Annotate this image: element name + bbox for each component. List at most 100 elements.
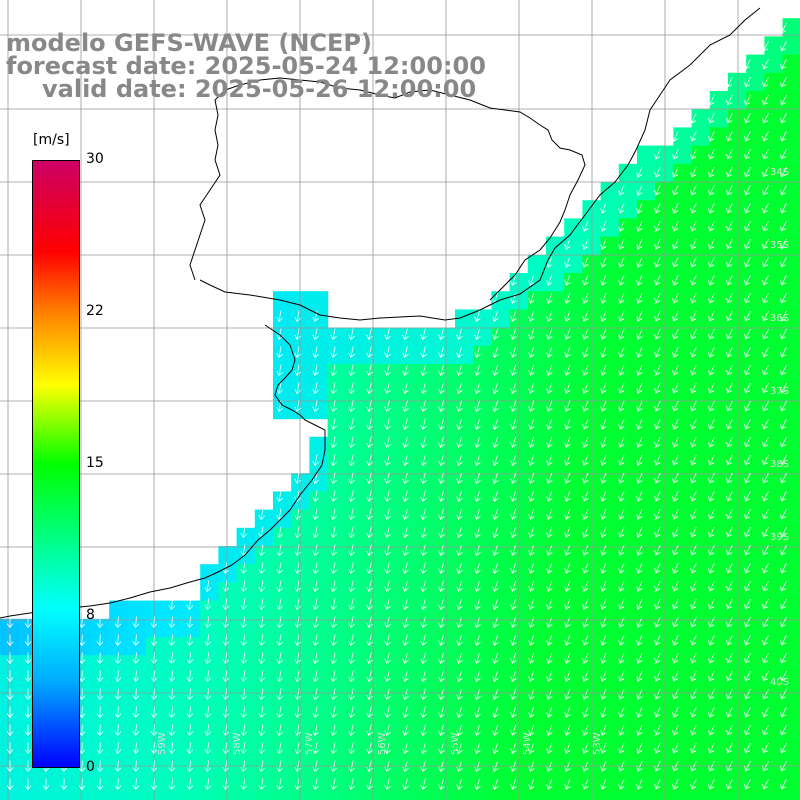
wind-arrow bbox=[780, 724, 787, 736]
wind-arrow bbox=[636, 238, 643, 250]
wind-arrow bbox=[690, 274, 697, 286]
wind-arrow bbox=[726, 400, 733, 412]
wind-arrow bbox=[312, 364, 319, 377]
wind-arrow bbox=[690, 148, 697, 160]
wind-arrow bbox=[582, 778, 589, 790]
wind-arrow bbox=[456, 328, 463, 340]
wind-cell bbox=[764, 491, 784, 511]
wind-arrow bbox=[6, 688, 14, 701]
wind-arrow bbox=[582, 382, 589, 394]
wind-cell bbox=[746, 72, 765, 92]
wind-cell bbox=[691, 691, 711, 711]
wind-cell bbox=[345, 691, 365, 711]
wind-arrow bbox=[744, 724, 751, 736]
wind-arrow bbox=[312, 508, 319, 521]
wind-cell bbox=[418, 764, 438, 784]
wind-arrow bbox=[708, 202, 715, 214]
wind-cell bbox=[455, 709, 474, 729]
wind-cell bbox=[728, 382, 747, 401]
wind-arrow bbox=[582, 724, 589, 736]
wind-cell bbox=[418, 564, 438, 583]
wind-arrow bbox=[276, 544, 283, 557]
wind-arrow bbox=[600, 364, 607, 376]
wind-cell bbox=[600, 655, 620, 674]
wind-cell bbox=[746, 782, 765, 800]
wind-cell bbox=[709, 400, 729, 420]
wind-cell bbox=[728, 455, 747, 474]
wind-cell bbox=[345, 400, 365, 420]
wind-cell bbox=[0, 655, 19, 674]
wind-cell bbox=[418, 728, 438, 747]
wind-cell bbox=[527, 527, 547, 547]
wind-arrow bbox=[204, 724, 212, 737]
wind-arrow bbox=[690, 166, 697, 178]
wind-arrow bbox=[294, 598, 301, 611]
wind-arrow bbox=[708, 148, 715, 160]
wind-arrow bbox=[726, 382, 733, 394]
wind-cell bbox=[600, 436, 620, 456]
longitude-label: 57W bbox=[304, 732, 315, 755]
wind-cell bbox=[473, 345, 492, 365]
wind-arrow bbox=[456, 598, 463, 610]
wind-arrow bbox=[348, 562, 355, 575]
wind-arrow bbox=[438, 382, 445, 394]
wind-cell bbox=[691, 600, 711, 620]
wind-arrow bbox=[690, 616, 697, 628]
wind-arrow bbox=[510, 274, 517, 286]
wind-arrow bbox=[6, 760, 14, 773]
wind-arrow bbox=[240, 742, 247, 755]
wind-cell bbox=[564, 564, 583, 583]
wind-cell bbox=[145, 600, 165, 620]
wind-arrow bbox=[402, 778, 409, 790]
wind-cell bbox=[327, 418, 347, 438]
wind-cell bbox=[673, 254, 693, 274]
wind-arrow bbox=[150, 760, 158, 773]
wind-cell bbox=[673, 691, 693, 711]
wind-arrow bbox=[384, 760, 391, 772]
wind-cell bbox=[618, 546, 638, 565]
wind-arrow bbox=[780, 130, 787, 142]
wind-arrow bbox=[384, 688, 391, 700]
wind-cell bbox=[600, 382, 620, 401]
wind-cell bbox=[637, 691, 656, 711]
wind-cell bbox=[691, 655, 711, 674]
wind-arrow bbox=[636, 778, 643, 790]
wind-arrow bbox=[420, 634, 427, 646]
wind-arrow bbox=[546, 382, 553, 394]
wind-cell bbox=[764, 618, 784, 638]
wind-arrow bbox=[510, 526, 517, 538]
wind-arrow bbox=[672, 166, 679, 178]
wind-cell bbox=[728, 582, 747, 602]
coastline-uruguay bbox=[199, 7, 761, 321]
wind-arrow bbox=[780, 112, 787, 124]
wind-cell bbox=[728, 145, 747, 165]
wind-cell bbox=[418, 600, 438, 620]
wind-arrow bbox=[132, 616, 140, 629]
wind-cell bbox=[309, 364, 329, 383]
wind-arrow bbox=[708, 238, 715, 250]
wind-arrow bbox=[618, 346, 625, 358]
wind-arrow bbox=[600, 472, 607, 484]
wind-arrow bbox=[582, 256, 589, 268]
wind-cell bbox=[673, 782, 693, 800]
wind-arrow bbox=[528, 526, 535, 538]
wind-arrow bbox=[762, 598, 769, 610]
wind-arrow bbox=[600, 508, 607, 520]
wind-cell bbox=[782, 218, 800, 238]
wind-cell bbox=[382, 382, 401, 401]
wind-arrow bbox=[600, 292, 607, 304]
wind-cell bbox=[746, 527, 765, 547]
wind-arrow bbox=[672, 742, 679, 754]
wind-arrow bbox=[546, 706, 553, 718]
wind-arrow bbox=[672, 328, 679, 340]
wind-cell bbox=[637, 273, 656, 292]
wind-arrow bbox=[348, 490, 355, 503]
wind-arrow bbox=[636, 310, 643, 322]
wind-cell bbox=[309, 527, 329, 547]
wind-cell bbox=[382, 418, 401, 438]
wind-cell bbox=[473, 382, 492, 401]
wind-arrow bbox=[600, 256, 607, 268]
wind-cell bbox=[400, 418, 420, 438]
wind-arrow bbox=[24, 616, 32, 629]
wind-cell bbox=[691, 109, 711, 128]
